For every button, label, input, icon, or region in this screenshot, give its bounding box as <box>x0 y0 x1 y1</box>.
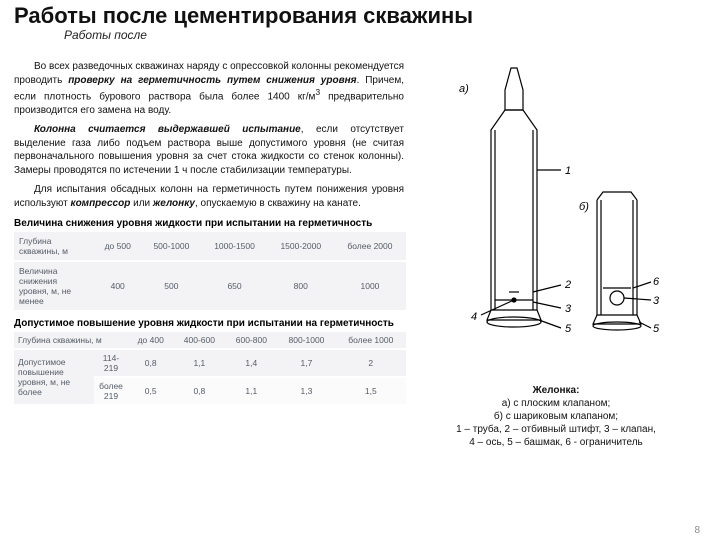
caption-l1: б) с шариковым клапаном; <box>494 411 618 422</box>
caption-title: Желонка: <box>533 385 580 396</box>
t1-v2: 650 <box>201 261 267 311</box>
para-2: Колонна считается выдержавшей испытание,… <box>14 123 404 177</box>
p3c: или <box>130 198 153 209</box>
fig-label-5: 5 <box>565 323 572 335</box>
t2-c0: до 400 <box>128 332 173 349</box>
t2-sub1: более 219 <box>94 377 128 405</box>
t2-c4: более 1000 <box>336 332 406 349</box>
t2-r1-2: 1,4 <box>225 349 277 377</box>
t2-hdr0: Глубина скважины, м <box>14 332 128 349</box>
p2a: Колонна считается выдержавшей испытание <box>34 124 301 135</box>
t1-v3: 800 <box>268 261 334 311</box>
t1-v1: 500 <box>141 261 201 311</box>
caption-l2: 1 – труба, 2 – отбивный штифт, 3 – клапа… <box>456 424 656 435</box>
t2-r1-4: 2 <box>336 349 406 377</box>
t2-c2: 600-800 <box>225 332 277 349</box>
t2-hdr1: Допустимое повышение уровня, м, не более <box>14 349 94 405</box>
caption-l3: 4 – ось, 5 – башмак, 6 - ограничитель <box>469 437 643 448</box>
t1-v0: 400 <box>94 261 141 311</box>
t1-c3: 1500-2000 <box>268 232 334 261</box>
table-row: Глубина скважины, м до 400 400-600 600-8… <box>14 332 406 349</box>
table2-title: Допустимое повышение уровня жидкости при… <box>14 318 406 329</box>
para-3: Для испытания обсадных колонн на гермети… <box>14 183 404 210</box>
table-row: Глубина скважины, м до 500 500-1000 1000… <box>14 232 406 261</box>
t1-hdr1: Величина снижения уровня, м, не менее <box>14 261 94 311</box>
body-text: Во всех разведочных скважинах наряду с о… <box>14 60 404 216</box>
fig-label-4: 4 <box>471 311 477 323</box>
fig-label-a: а) <box>459 83 469 95</box>
table-row: Величина снижения уровня, м, не менее 40… <box>14 261 406 311</box>
fig-label-5b: 5 <box>653 323 660 335</box>
t2-c3: 800-1000 <box>277 332 335 349</box>
t1-c2: 1000-1500 <box>201 232 267 261</box>
fig-label-2: 2 <box>564 279 571 291</box>
page-root: Работы после цементирования скважины Раб… <box>0 0 720 540</box>
t1-c1: 500-1000 <box>141 232 201 261</box>
t1-v4: 1000 <box>334 261 406 311</box>
left-column: Во всех разведочных скважинах наряду с о… <box>14 60 406 449</box>
p3d: желонку <box>153 198 195 209</box>
t2-r1-0: 0,8 <box>128 349 173 377</box>
t2-r2-2: 1,1 <box>225 377 277 405</box>
fig-label-3b: 3 <box>653 295 660 307</box>
fig-label-1: 1 <box>565 165 571 177</box>
fig-label-6: 6 <box>653 276 660 288</box>
t2-r2-4: 1,5 <box>336 377 406 405</box>
table1-title: Величина снижения уровня жидкости при ис… <box>14 218 406 229</box>
t1-c4: более 2000 <box>334 232 406 261</box>
figure-caption: Желонка: а) с плоским клапаном; б) с шар… <box>456 384 656 449</box>
para-1: Во всех разведочных скважинах наряду с о… <box>14 60 404 117</box>
table1: Глубина скважины, м до 500 500-1000 1000… <box>14 232 406 312</box>
table2: Глубина скважины, м до 400 400-600 600-8… <box>14 332 406 406</box>
t2-sub0: 114-219 <box>94 349 128 377</box>
table-row: Допустимое повышение уровня, м, не более… <box>14 349 406 377</box>
fig-label-3: 3 <box>565 303 572 315</box>
p1b: проверку на герметичность путем снижения… <box>68 75 356 86</box>
t2-r2-3: 1,3 <box>277 377 335 405</box>
p3b: компрессор <box>71 198 131 209</box>
page-number: 8 <box>694 525 700 536</box>
figure-column: а) <box>416 60 696 449</box>
page-title: Работы после цементирования скважины <box>14 4 473 27</box>
t1-hdr0: Глубина скважины, м <box>14 232 94 261</box>
t1-c0: до 500 <box>94 232 141 261</box>
fig-label-b: б) <box>579 201 589 213</box>
p3e: , опускаемую в скважину на канате. <box>195 198 361 209</box>
bailer-diagram: а) <box>451 60 661 380</box>
caption-l0: а) с плоским клапаном; <box>502 398 611 409</box>
content-row: Во всех разведочных скважинах наряду с о… <box>14 60 706 449</box>
t2-r2-1: 0,8 <box>173 377 225 405</box>
subtitle-italic: Работы после <box>64 28 147 42</box>
t2-c1: 400-600 <box>173 332 225 349</box>
t2-r2-0: 0,5 <box>128 377 173 405</box>
t2-r1-3: 1,7 <box>277 349 335 377</box>
tables-block: Величина снижения уровня жидкости при ис… <box>14 216 406 406</box>
t2-r1-1: 1,1 <box>173 349 225 377</box>
